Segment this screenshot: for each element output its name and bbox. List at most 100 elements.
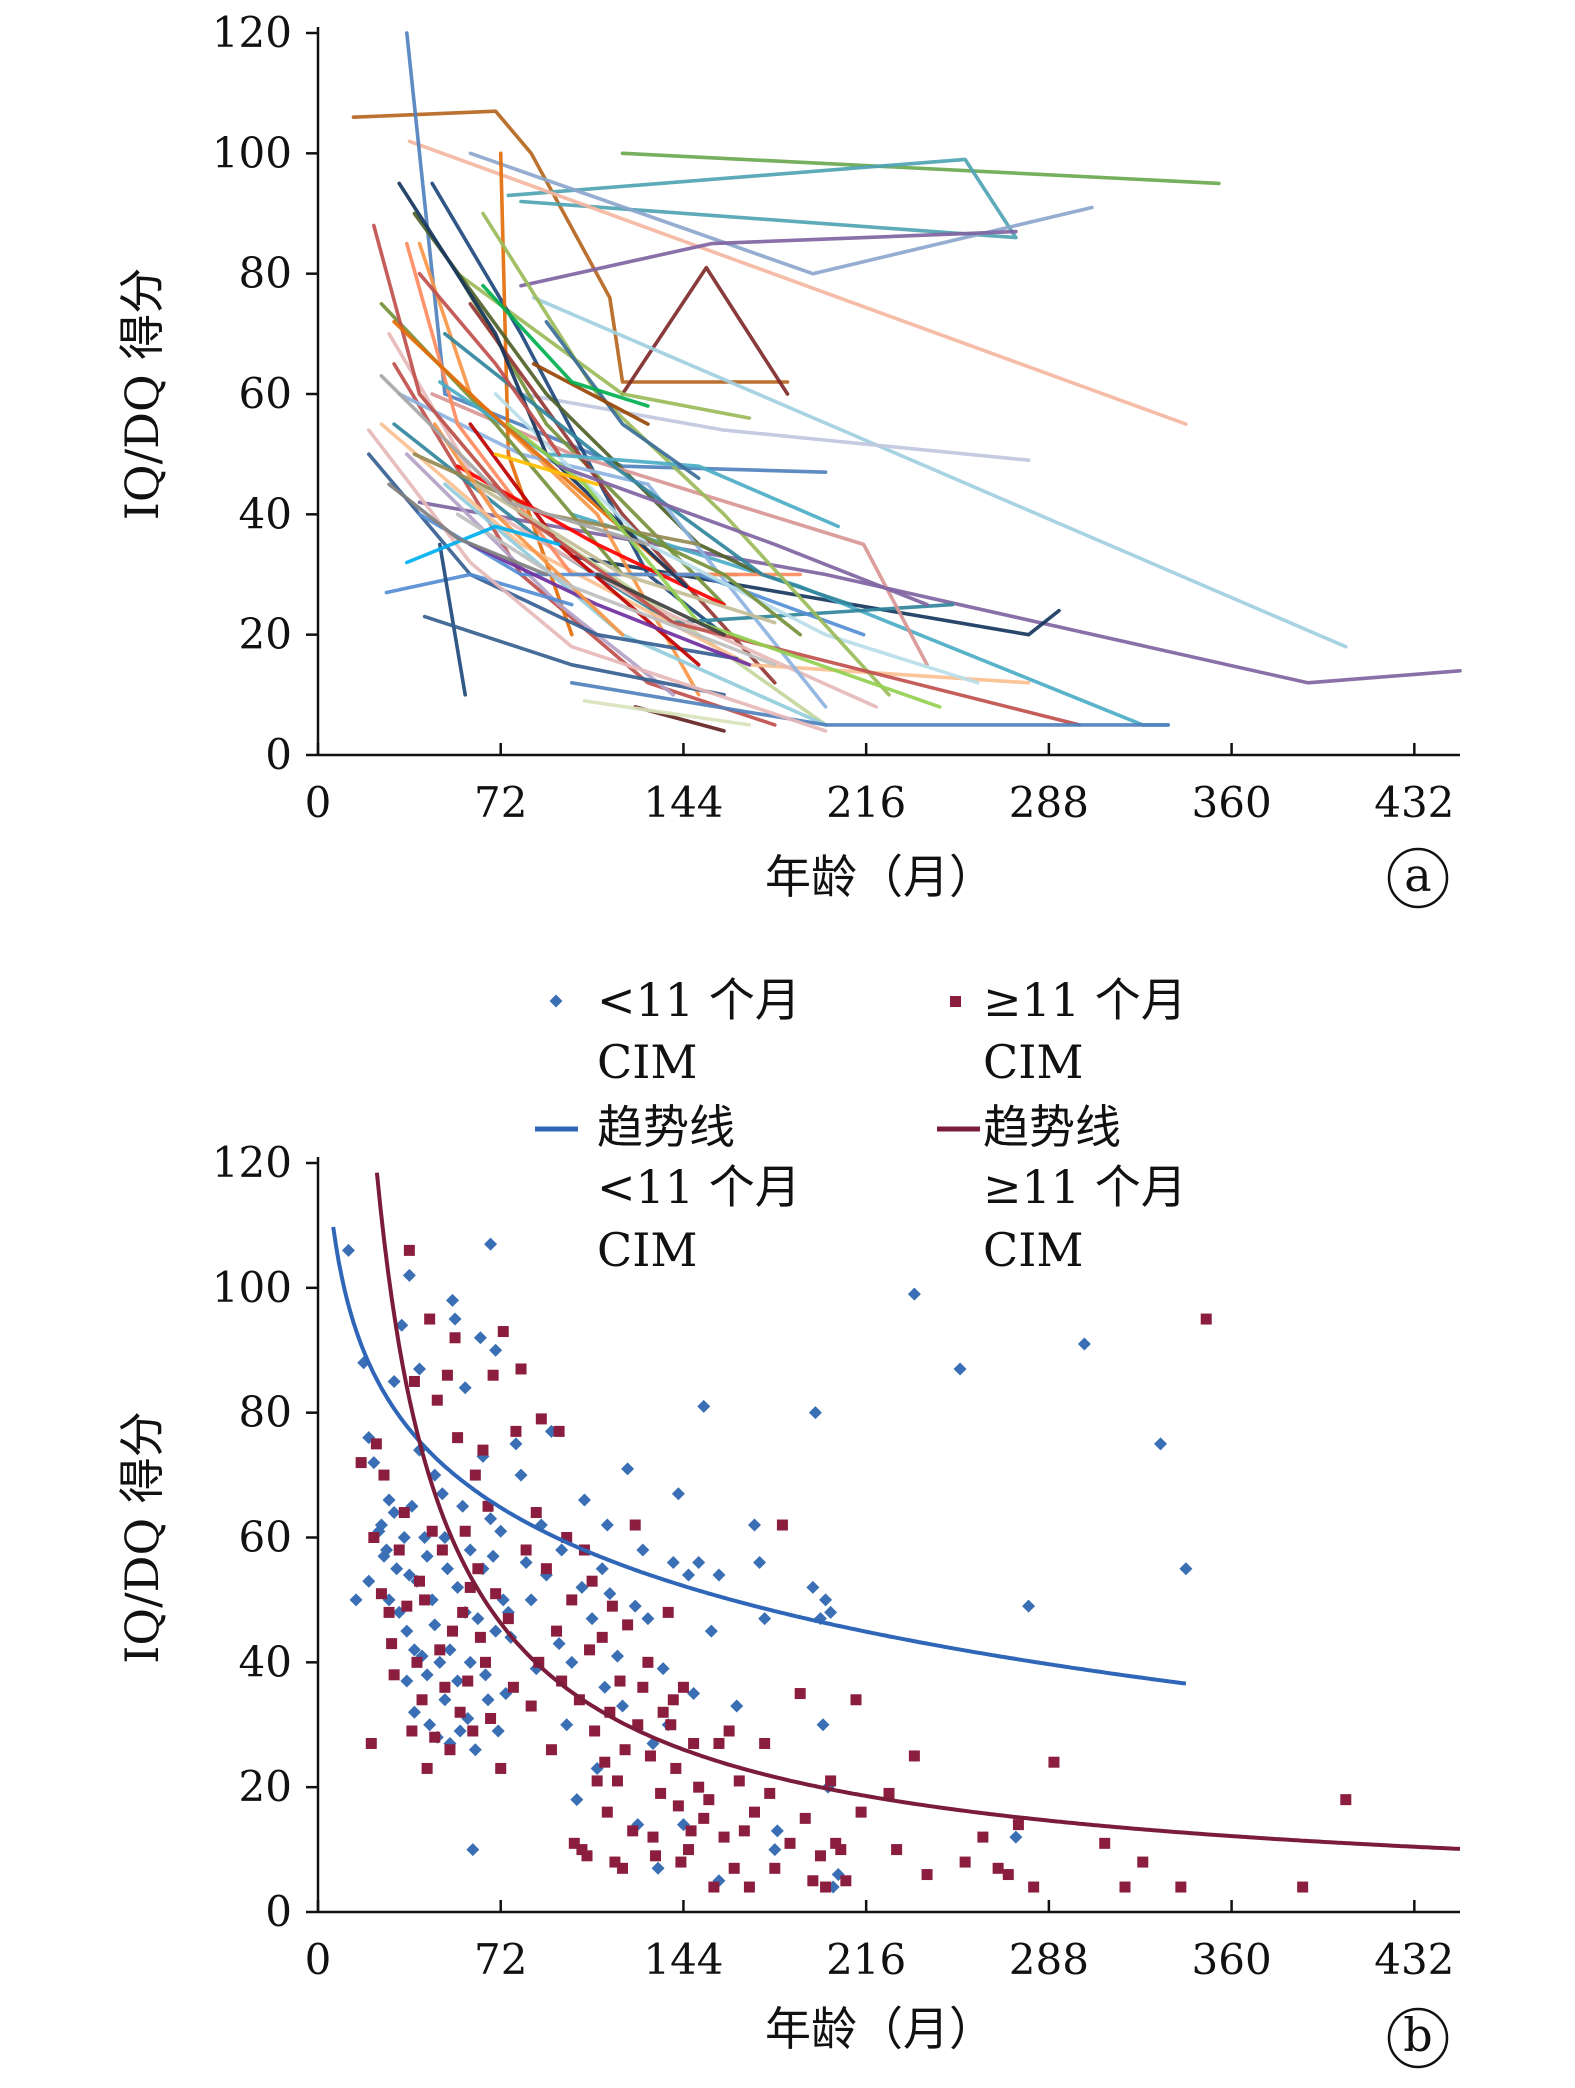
point-over-11 xyxy=(421,1762,433,1774)
panel-b-y-tick-label: 20 xyxy=(239,1762,292,1811)
point-over-11 xyxy=(776,1519,788,1531)
point-over-11 xyxy=(378,1469,390,1481)
point-over-11 xyxy=(601,1806,613,1818)
panel-a-series-line xyxy=(468,151,1094,276)
point-over-11 xyxy=(370,1438,382,1450)
point-over-11 xyxy=(414,1575,426,1587)
legend-label-trend-under-11-line3: CIM xyxy=(597,1223,697,1277)
point-over-11 xyxy=(596,1631,608,1643)
legend-label-trend-over-11-line1: 趋势线 xyxy=(983,1100,1121,1154)
point-over-11 xyxy=(688,1737,700,1749)
panel-a-series-line xyxy=(438,380,840,529)
point-over-11 xyxy=(743,1881,755,1893)
point-over-11 xyxy=(497,1326,509,1338)
panel-a-series-line xyxy=(468,302,777,685)
point-over-11 xyxy=(733,1775,745,1787)
panel-a-series-line xyxy=(455,512,777,667)
point-over-11 xyxy=(891,1844,903,1856)
point-under-11 xyxy=(808,1406,822,1420)
panel-b-y-tick-label: 80 xyxy=(239,1388,292,1437)
point-over-11 xyxy=(515,1363,527,1375)
point-over-11 xyxy=(535,1413,547,1425)
point-over-11 xyxy=(850,1694,862,1706)
point-over-11 xyxy=(452,1432,464,1444)
point-over-11 xyxy=(748,1806,760,1818)
point-over-11 xyxy=(667,1694,679,1706)
panel-a-series-line xyxy=(384,572,574,607)
point-over-11 xyxy=(584,1644,596,1656)
point-under-11 xyxy=(362,1574,376,1588)
panel-a-series-line xyxy=(582,699,752,727)
legend-label-over-11-line1: ≥11 个月 xyxy=(983,973,1187,1027)
panel-b-points xyxy=(341,1237,1352,1894)
point-under-11 xyxy=(600,1518,614,1532)
panel-a-series-line xyxy=(620,265,790,396)
trendline-under-11 xyxy=(331,1226,1187,1686)
point-over-11 xyxy=(403,1244,415,1256)
point-over-11 xyxy=(502,1613,514,1625)
point-over-11 xyxy=(469,1469,481,1481)
point-under-11 xyxy=(704,1624,718,1638)
panel-a-x-tick-label: 72 xyxy=(474,778,527,827)
point-over-11 xyxy=(462,1675,474,1687)
point-over-11 xyxy=(533,1656,545,1668)
panel-a-series-line xyxy=(481,211,891,697)
panel-a-series-line xyxy=(438,542,467,697)
panel-a-series-line xyxy=(506,422,942,709)
point-under-11 xyxy=(666,1555,680,1569)
point-over-11 xyxy=(556,1675,568,1687)
point-under-11 xyxy=(486,1549,500,1563)
point-over-11 xyxy=(644,1750,656,1762)
point-over-11 xyxy=(424,1313,436,1325)
point-under-11 xyxy=(641,1612,655,1626)
point-under-11 xyxy=(575,1580,589,1594)
point-under-11 xyxy=(471,1612,485,1626)
panel-a-series-line xyxy=(473,482,777,625)
point-over-11 xyxy=(672,1800,684,1812)
point-over-11 xyxy=(708,1881,720,1893)
point-over-11 xyxy=(764,1787,776,1799)
panel-a-series-line xyxy=(519,229,1018,288)
point-under-11 xyxy=(758,1612,772,1626)
point-under-11 xyxy=(953,1362,967,1376)
panel-a-x-tick-label: 144 xyxy=(643,778,723,827)
panel-a-series-line xyxy=(620,524,802,637)
point-under-11 xyxy=(423,1718,437,1732)
point-under-11 xyxy=(387,1506,401,1520)
point-under-11 xyxy=(451,1580,465,1594)
panel-a-series-line xyxy=(387,482,549,577)
point-over-11 xyxy=(426,1525,438,1537)
panel-a-series-line xyxy=(506,157,1018,240)
point-over-11 xyxy=(586,1575,598,1587)
point-over-11 xyxy=(698,1812,710,1824)
point-under-11 xyxy=(390,1562,404,1576)
panel-a-series-line xyxy=(544,320,701,480)
point-over-11 xyxy=(355,1457,367,1469)
point-over-11 xyxy=(665,1719,677,1731)
point-over-11 xyxy=(599,1756,611,1768)
point-over-11 xyxy=(576,1844,588,1856)
panel-a-label: a xyxy=(1404,848,1431,902)
panel-b-y-tick-label: 120 xyxy=(212,1138,292,1187)
point-over-11 xyxy=(713,1737,725,1749)
point-over-11 xyxy=(525,1700,537,1712)
point-over-11 xyxy=(386,1638,398,1650)
point-under-11 xyxy=(387,1374,401,1388)
panel-a-series-line xyxy=(405,524,561,565)
point-over-11 xyxy=(728,1862,740,1874)
point-under-11 xyxy=(598,1680,612,1694)
point-over-11 xyxy=(510,1425,522,1437)
point-over-11 xyxy=(814,1850,826,1862)
point-over-11 xyxy=(553,1425,565,1437)
panel-a-series-line xyxy=(557,464,929,607)
legend-label-over-11-line2: CIM xyxy=(983,1035,1083,1089)
point-over-11 xyxy=(784,1837,796,1849)
panel-a-y-tick-label: 40 xyxy=(239,489,292,538)
panel-b: 0 20 40 60 80 100 120 0 72 144 216 288 360 432 IQ/DQ … xyxy=(115,973,1461,2069)
point-under-11 xyxy=(468,1743,482,1757)
panel-b-trendlines xyxy=(331,1172,1461,1851)
point-under-11 xyxy=(603,1587,617,1601)
panel-a-series-line xyxy=(455,271,752,420)
point-over-11 xyxy=(467,1725,479,1737)
point-under-11 xyxy=(824,1605,838,1619)
